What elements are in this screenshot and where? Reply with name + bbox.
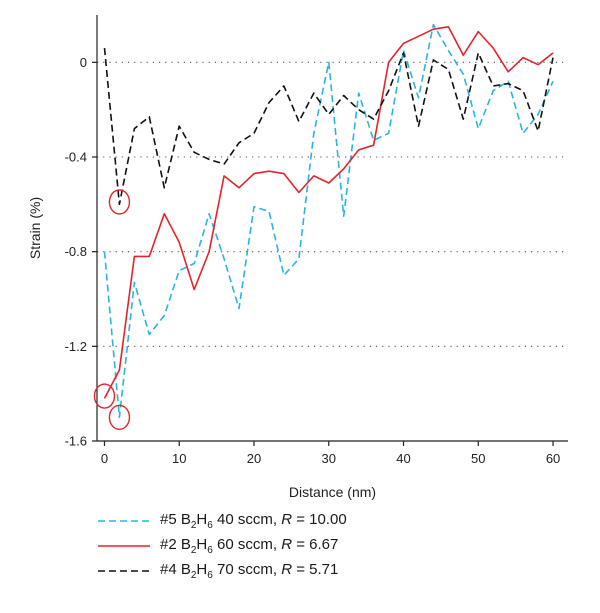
x-tick-label-4: 40	[396, 451, 410, 466]
y-tick-label-4: -1.6	[65, 434, 87, 449]
legend-item-series-2: #2 B2H6 60 sccm, R = 6.67	[96, 533, 536, 558]
legend: #5 B2H6 40 sccm, R = 10.00 #2 B2H6 60 sc…	[96, 508, 536, 583]
tick-labels: 0 -0.4 -0.8 -1.2 -1.6 0 10 20 30 40 50 60	[65, 55, 561, 466]
legend-item-series-1: #5 B2H6 40 sccm, R = 10.00	[96, 508, 536, 533]
axes	[92, 15, 568, 446]
strain-chart: 0 -0.4 -0.8 -1.2 -1.6 0 10 20 30 40 50 60 Distance …	[27, 15, 568, 500]
y-axis-title: Strain (%)	[27, 197, 43, 259]
legend-label-series-1: #5 B2H6 40 sccm, R = 10.00	[160, 510, 347, 531]
y-tick-label-3: -1.2	[65, 339, 87, 354]
legend-swatch-series-1	[96, 515, 152, 527]
legend-label-series-2: #2 B2H6 60 sccm, R = 6.67	[160, 535, 339, 556]
x-tick-label-5: 50	[471, 451, 485, 466]
x-tick-label-1: 10	[172, 451, 186, 466]
x-tick-label-2: 20	[247, 451, 261, 466]
series-lines	[103, 23, 554, 419]
series-line-2	[103, 25, 554, 399]
x-tick-label-0: 0	[101, 451, 108, 466]
x-tick-label-3: 30	[322, 451, 336, 466]
series-line-1	[103, 23, 554, 419]
annotation-circle-2	[93, 383, 116, 409]
y-tick-label-0: 0	[80, 55, 87, 70]
x-axis-title: Distance (nm)	[289, 484, 376, 500]
legend-swatch-series-3	[96, 565, 152, 577]
y-tick-label-2: -0.8	[65, 244, 87, 259]
legend-swatch-series-2	[96, 540, 152, 552]
x-tick-label-6: 60	[546, 451, 560, 466]
legend-item-series-3: #4 B2H6 70 sccm, R = 5.71	[96, 558, 536, 583]
annotations	[93, 189, 131, 431]
gridlines	[97, 61, 568, 347]
annotation-circle-3	[108, 404, 131, 431]
y-tick-label-1: -0.4	[65, 150, 87, 165]
legend-label-series-3: #4 B2H6 70 sccm, R = 5.71	[160, 560, 339, 581]
annotation-circle-1	[108, 189, 131, 215]
series-line-3	[103, 48, 554, 206]
